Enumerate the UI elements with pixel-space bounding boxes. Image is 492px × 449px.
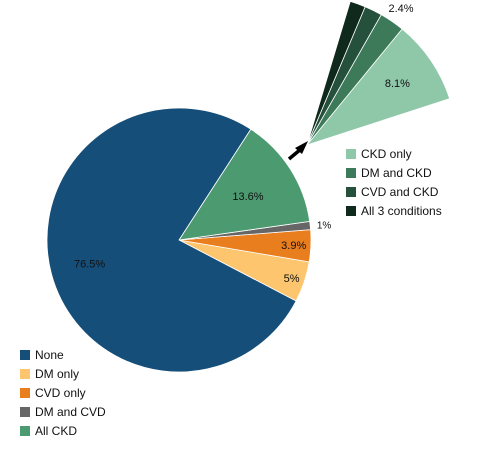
data-label-dm-and-cvd: 1%	[317, 221, 332, 232]
main-legend-label-none: None	[35, 348, 64, 362]
breakdown-data-label-cvd-and-ckd: 1.7%	[368, 0, 393, 3]
breakdown-data-label-ckd-only: 8.1%	[385, 78, 410, 90]
main-pie	[46, 107, 312, 373]
breakdown-arrow	[287, 141, 308, 161]
main-legend-swatch-none	[20, 350, 30, 360]
data-label-cvd-only: 3.9%	[281, 240, 306, 252]
main-legend-swatch-dm-and-cvd	[20, 407, 30, 417]
breakdown-slice-all-3-conditions	[306, 0, 366, 146]
ckd-breakdown-labels: 8.1%2.4%1.7%1.5%	[368, 0, 414, 90]
main-legend-label-all-ckd: All CKD	[35, 424, 77, 438]
ckd-legend-label-ckd-only: CKD only	[361, 147, 412, 161]
ckd-legend-label-all-3-conditions: All 3 conditions	[361, 204, 442, 218]
main-legend-label-dm-and-cvd: DM and CVD	[35, 405, 106, 419]
ckd-legend-swatch-dm-and-ckd	[346, 168, 356, 178]
data-label-all-ckd: 13.6%	[232, 191, 263, 203]
slice-none	[46, 107, 297, 373]
data-label-none: 76.5%	[74, 259, 105, 271]
main-legend: None DM only CVD only DM and CVD All CKD	[20, 348, 106, 438]
main-legend-label-cvd-only: CVD only	[35, 386, 86, 400]
ckd-legend-label-cvd-and-ckd: CVD and CKD	[361, 185, 439, 199]
breakdown-slice-ckd-only	[305, 28, 451, 146]
ckd-legend-swatch-cvd-and-ckd	[346, 187, 356, 197]
main-legend-label-dm-only: DM only	[35, 367, 79, 381]
ckd-legend-swatch-ckd-only	[346, 149, 356, 159]
data-label-dm-only: 5%	[284, 273, 300, 285]
ckd-breakdown-legend: CKD only DM and CKD CVD and CKD All 3 condi…	[346, 147, 442, 218]
main-pie-labels: 5% 3.9% 1% 13.6% 76.5%	[74, 191, 331, 285]
breakdown-data-label-dm-and-ckd: 2.4%	[388, 3, 413, 15]
ckd-legend-label-dm-and-ckd: DM and CKD	[361, 166, 432, 180]
main-legend-swatch-all-ckd	[20, 426, 30, 436]
slice-all-ckd	[178, 128, 311, 241]
ckd-legend-swatch-all-3-conditions	[346, 206, 356, 216]
main-legend-swatch-cvd-only	[20, 388, 30, 398]
main-legend-swatch-dm-only	[20, 369, 30, 379]
ckd-breakdown-pie	[305, 0, 451, 146]
